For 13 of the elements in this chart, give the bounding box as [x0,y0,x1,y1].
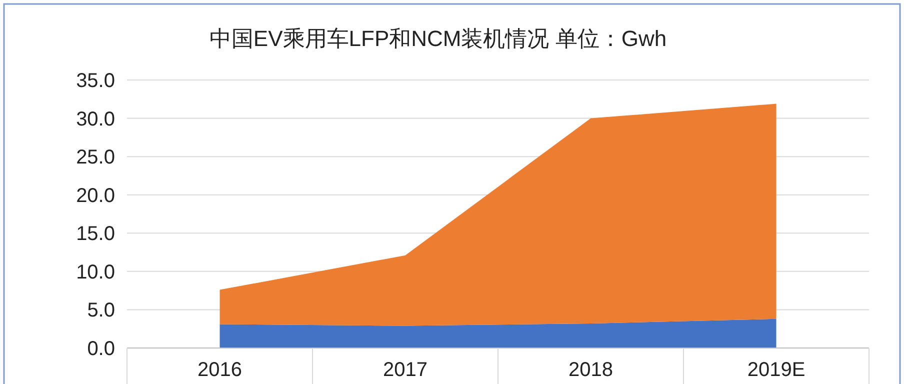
y-tick-label: 30.0 [76,108,115,130]
y-tick-label: 10.0 [76,261,115,284]
chart-title: 中国EV乘用车LFP和NCM装机情况 单位：Gwh [209,26,667,51]
y-tick-label: 5.0 [87,300,115,322]
x-tick-label: 2018 [568,359,613,381]
y-tick-label: 35.0 [76,70,115,92]
y-tick-label: 0.0 [87,338,115,360]
x-tick-label: 2017 [383,359,428,381]
y-tick-label: 15.0 [76,223,115,246]
y-tick-label: 25.0 [76,146,115,169]
y-tick-label: 20.0 [76,184,115,207]
x-tick-label: 2019E [747,359,806,381]
x-tick-label: 2016 [198,359,242,381]
